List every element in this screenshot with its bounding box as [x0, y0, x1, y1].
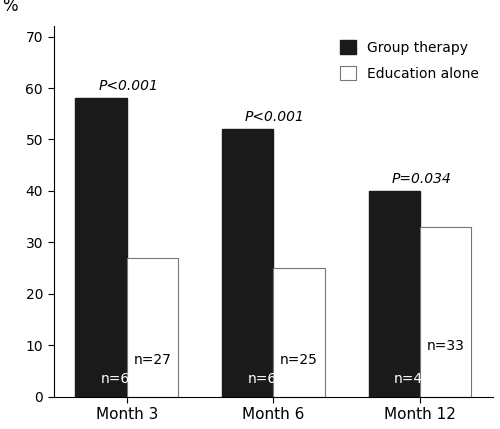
- Legend: Group therapy, Education alone: Group therapy, Education alone: [332, 33, 486, 88]
- Bar: [127, 258, 178, 397]
- Bar: [274, 268, 324, 397]
- Bar: [368, 191, 420, 397]
- Y-axis label: %: %: [2, 0, 18, 15]
- Bar: [76, 98, 127, 397]
- Bar: [222, 129, 274, 397]
- Text: n=25: n=25: [280, 353, 318, 367]
- Text: n=48: n=48: [394, 372, 432, 387]
- Text: n=27: n=27: [134, 353, 172, 367]
- Text: P<0.001: P<0.001: [244, 110, 304, 124]
- Text: n=67: n=67: [101, 372, 139, 387]
- Text: n=33: n=33: [426, 339, 465, 353]
- Text: P=0.034: P=0.034: [391, 172, 451, 186]
- Bar: [420, 227, 471, 397]
- Text: n=61: n=61: [248, 372, 286, 387]
- Text: P<0.001: P<0.001: [98, 79, 158, 93]
